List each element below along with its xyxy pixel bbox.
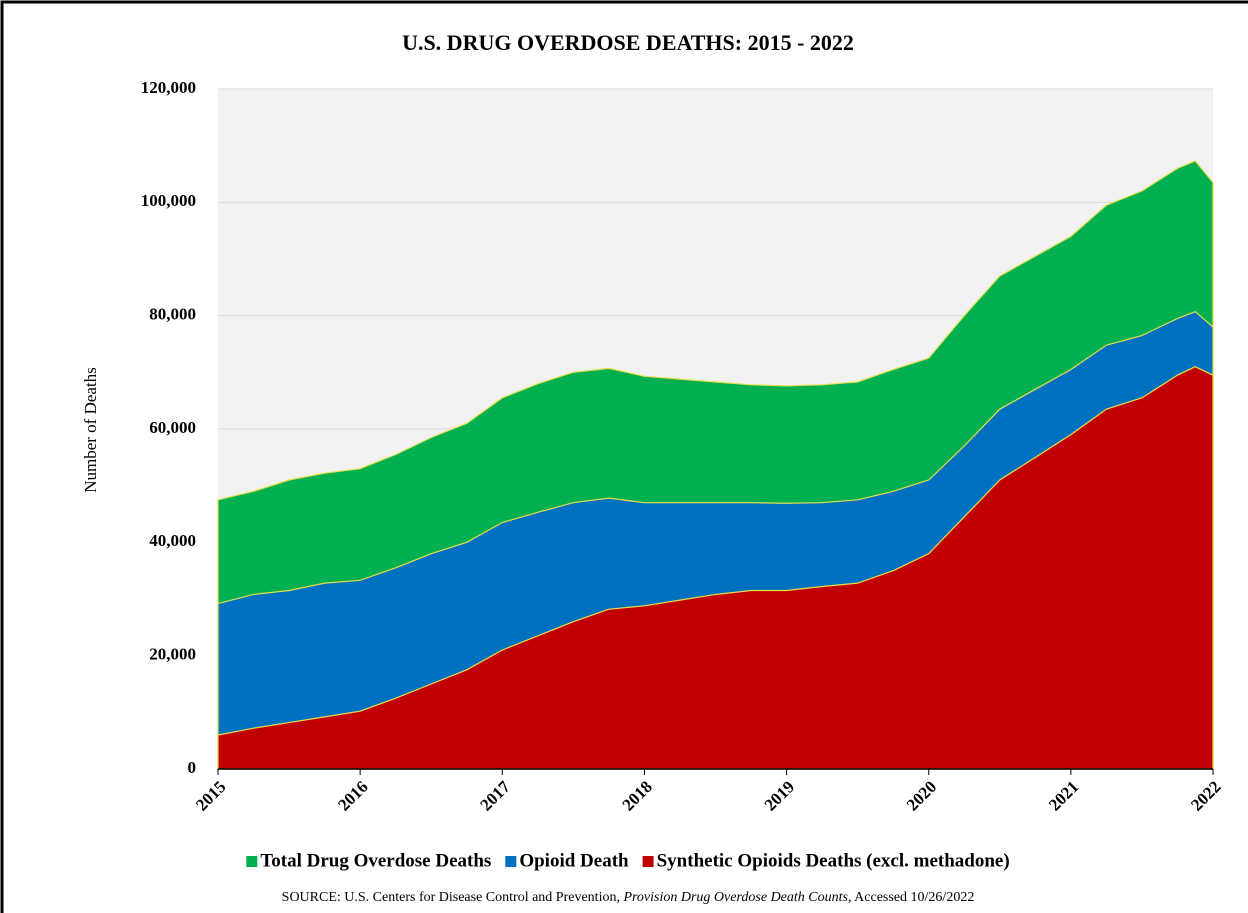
legend-swatch bbox=[505, 856, 517, 867]
chart-title: U.S. DRUG OVERDOSE DEATHS: 2015 - 2022 bbox=[402, 30, 854, 55]
y-axis-label: Number of Deaths bbox=[81, 367, 100, 493]
y-tick-label: 60,000 bbox=[149, 418, 196, 437]
source-title: Provision Drug Overdose Death Counts bbox=[622, 890, 848, 905]
legend: Total Drug Overdose Deaths Opioid Death Sy… bbox=[246, 850, 1010, 871]
source-text: , Accessed 10/26/2022 bbox=[848, 890, 974, 905]
legend-swatch bbox=[246, 856, 258, 867]
y-tick-label: 40,000 bbox=[149, 531, 196, 550]
y-tick-label: 0 bbox=[188, 758, 197, 777]
legend-label: Total Drug Overdose Deaths bbox=[260, 850, 491, 871]
y-tick-label: 100,000 bbox=[141, 191, 196, 210]
legend-label: Synthetic Opioids Deaths (excl. methadon… bbox=[657, 850, 1010, 871]
y-tick-label: 20,000 bbox=[149, 645, 196, 664]
y-tick-label: 120,000 bbox=[141, 78, 196, 97]
source-text: SOURCE: U.S. Centers for Disease Control… bbox=[282, 890, 624, 905]
area bbox=[217, 366, 1214, 770]
legend-label: Opioid Death bbox=[519, 850, 629, 871]
legend-swatch bbox=[642, 856, 654, 867]
source: SOURCE: U.S. Centers for Disease Control… bbox=[282, 890, 975, 905]
y-tick-label: 80,000 bbox=[149, 305, 196, 324]
